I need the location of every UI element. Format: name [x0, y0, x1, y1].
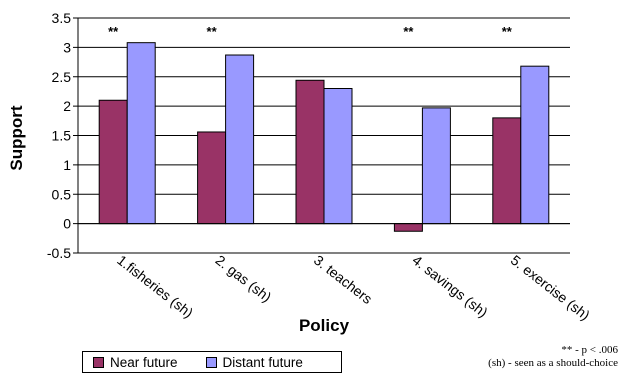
y-tick-label: 2.5 [52, 69, 72, 85]
y-tick-label: 1.5 [52, 128, 72, 144]
significance-marker: ** [403, 24, 414, 39]
x-tick-label: 5. exercise (sh) [508, 252, 593, 324]
y-tick-label: 0.5 [52, 186, 72, 202]
y-tick-label: 0 [63, 216, 71, 232]
bars [98, 42, 550, 232]
significance-marker: ** [502, 24, 513, 39]
x-tick-labels: 1.fisheries (sh) 2. gas (sh) 3. teachers 4.… [114, 252, 593, 324]
bar-distant [126, 42, 156, 225]
x-axis-label: Policy [299, 316, 350, 335]
y-axis-label: Support [7, 105, 26, 170]
should-choice-note: (sh) - seen as a should-choice [488, 357, 618, 369]
bar-distant [323, 88, 353, 225]
bar-near [197, 131, 227, 225]
y-tick-label: -0.5 [47, 245, 71, 261]
bar-near [295, 79, 325, 225]
x-tick-label: 3. teachers [311, 252, 375, 307]
legend: Near future Distant future [82, 351, 342, 373]
bar-distant [520, 65, 550, 225]
y-tick-label: 1 [63, 157, 71, 173]
significance-marker: ** [207, 24, 218, 39]
legend-label-distant: Distant future [222, 354, 303, 370]
y-tick-label: 2 [63, 98, 71, 114]
x-tick-label: 4. savings (sh) [409, 252, 491, 321]
significance-note: ** - p < .006 [561, 344, 618, 356]
legend-swatch-distant [205, 356, 217, 368]
y-tick-labels: -0.5 0 0.5 1 1.5 2 2.5 3 3.5 [47, 10, 71, 261]
bar-near [492, 117, 522, 225]
y-tick-label: 3 [63, 39, 71, 55]
bar-distant [421, 107, 451, 225]
y-tick-label: 3.5 [52, 10, 72, 26]
significance-markers: ** ** ** ** [108, 24, 513, 39]
legend-swatch-near [93, 356, 104, 368]
chart-notes: ** - p < .006 (sh) - seen as a should-ch… [488, 344, 618, 370]
x-tick-label: 2. gas (sh) [213, 252, 275, 305]
bar-distant [225, 54, 255, 225]
legend-label-near: Near future [110, 354, 178, 370]
x-tick-label: 1.fisheries (sh) [114, 252, 196, 321]
bar-near [393, 223, 423, 232]
axes [73, 17, 570, 254]
legend-item-distant: Distant future [205, 354, 303, 370]
bar-near [98, 99, 128, 225]
legend-item-near: Near future [93, 355, 178, 370]
significance-marker: ** [108, 24, 119, 39]
